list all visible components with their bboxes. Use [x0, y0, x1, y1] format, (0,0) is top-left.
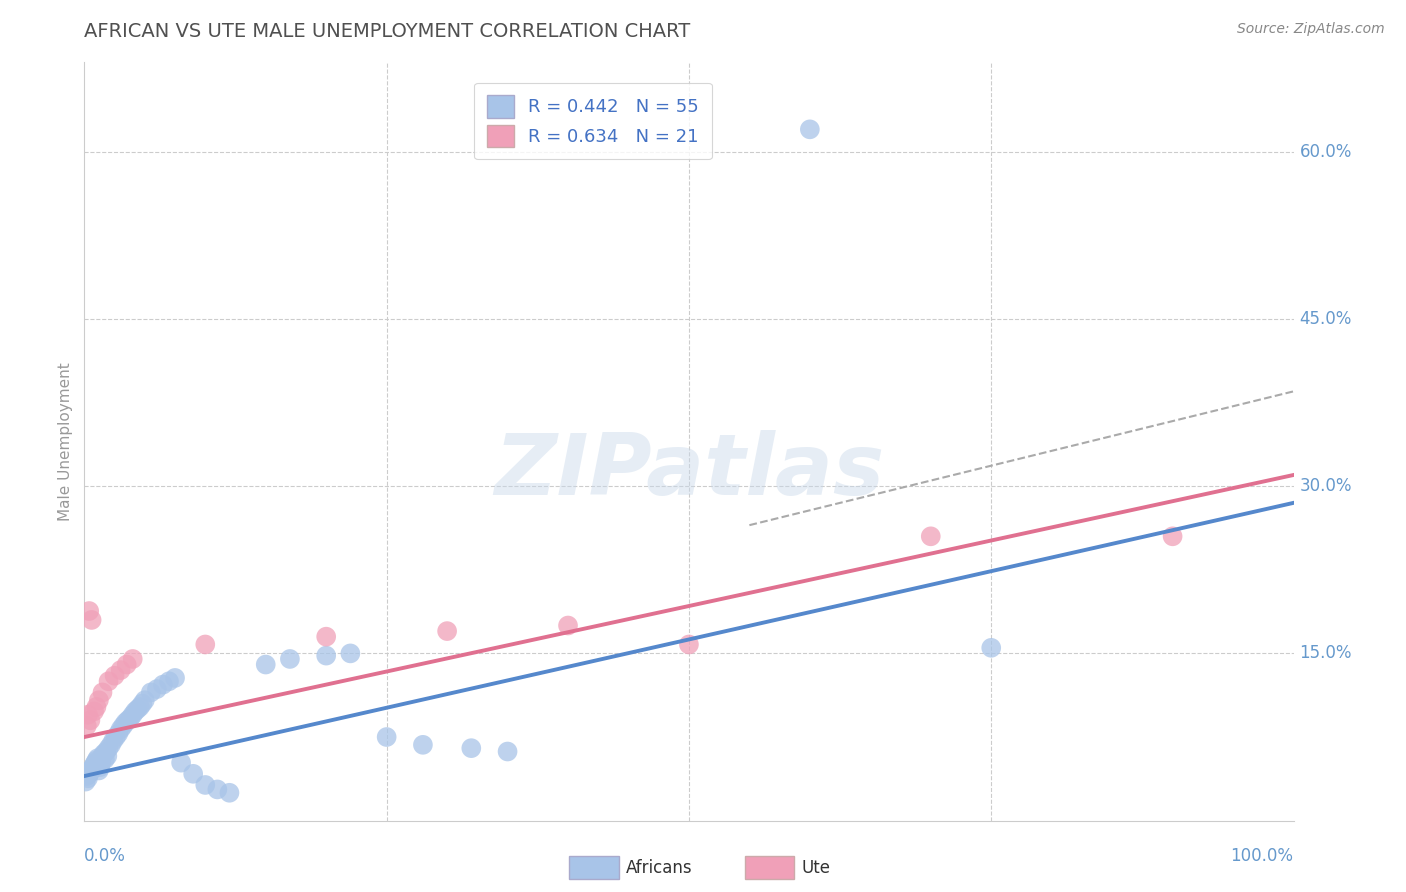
Point — [90, 756, 112, 770]
Point — [79, 714, 101, 728]
Point — [107, 726, 129, 740]
Point — [557, 618, 579, 632]
Point — [83, 758, 105, 772]
Point — [181, 767, 204, 781]
Point — [129, 699, 152, 714]
Text: AFRICAN VS UTE MALE UNEMPLOYMENT CORRELATION CHART: AFRICAN VS UTE MALE UNEMPLOYMENT CORRELA… — [84, 22, 690, 41]
Point — [115, 657, 138, 672]
Point — [75, 774, 97, 789]
Point — [375, 730, 398, 744]
Point — [315, 648, 337, 663]
Point — [100, 738, 122, 752]
Point — [91, 685, 114, 699]
Point — [79, 764, 101, 779]
Point — [104, 669, 127, 683]
Point — [83, 705, 105, 719]
Point — [194, 637, 217, 651]
Point — [117, 714, 139, 728]
Point — [170, 756, 193, 770]
Text: 45.0%: 45.0% — [1299, 310, 1353, 328]
Point — [104, 730, 127, 744]
Point — [121, 652, 143, 666]
Point — [207, 782, 229, 797]
Point — [89, 760, 111, 774]
Point — [94, 744, 117, 758]
Point — [920, 529, 942, 543]
Point — [86, 751, 108, 765]
Point — [139, 685, 162, 699]
Point — [76, 769, 98, 783]
Point — [114, 715, 136, 730]
Point — [110, 723, 132, 737]
Text: Africans: Africans — [626, 859, 692, 877]
Point — [127, 702, 149, 716]
Point — [97, 741, 120, 756]
Point — [496, 744, 519, 758]
Point — [120, 711, 142, 725]
Point — [87, 693, 110, 707]
Point — [131, 697, 153, 711]
Point — [87, 764, 110, 778]
Point — [93, 747, 115, 761]
Point — [103, 733, 125, 747]
Point — [412, 738, 434, 752]
Point — [121, 707, 143, 722]
Text: 30.0%: 30.0% — [1299, 477, 1353, 495]
Point — [152, 678, 174, 692]
Point — [146, 682, 169, 697]
Point — [218, 786, 240, 800]
Point — [315, 630, 337, 644]
Point — [980, 640, 1002, 655]
Point — [124, 705, 146, 719]
Point — [165, 671, 187, 685]
Point — [110, 663, 132, 677]
Point — [84, 756, 107, 770]
Point — [77, 771, 100, 786]
Text: ZIPatlas: ZIPatlas — [494, 430, 884, 514]
Point — [278, 652, 301, 666]
Point — [194, 778, 217, 792]
Text: Ute: Ute — [801, 859, 831, 877]
Text: 100.0%: 100.0% — [1230, 847, 1294, 865]
Point — [339, 646, 361, 660]
Text: 0.0%: 0.0% — [84, 847, 127, 865]
Point — [86, 753, 108, 767]
Point — [134, 693, 156, 707]
Point — [80, 613, 103, 627]
Point — [112, 719, 135, 733]
Point — [94, 752, 117, 766]
Point — [76, 719, 98, 733]
Point — [157, 674, 180, 689]
Point — [82, 760, 104, 774]
Point — [254, 657, 277, 672]
Text: 60.0%: 60.0% — [1299, 143, 1353, 161]
Point — [86, 699, 108, 714]
Point — [436, 624, 458, 639]
Point — [97, 674, 120, 689]
Point — [77, 604, 100, 618]
Text: Source: ZipAtlas.com: Source: ZipAtlas.com — [1237, 22, 1385, 37]
Text: 15.0%: 15.0% — [1299, 644, 1353, 663]
Point — [96, 749, 118, 764]
Legend: R = 0.442   N = 55, R = 0.634   N = 21: R = 0.442 N = 55, R = 0.634 N = 21 — [474, 83, 711, 160]
Point — [678, 637, 700, 651]
Point — [1161, 529, 1184, 543]
Point — [460, 741, 482, 756]
Y-axis label: Male Unemployment: Male Unemployment — [58, 362, 73, 521]
Point — [77, 707, 100, 722]
Point — [91, 749, 114, 764]
Point — [77, 767, 100, 781]
Point — [80, 762, 103, 776]
Point — [799, 122, 821, 136]
